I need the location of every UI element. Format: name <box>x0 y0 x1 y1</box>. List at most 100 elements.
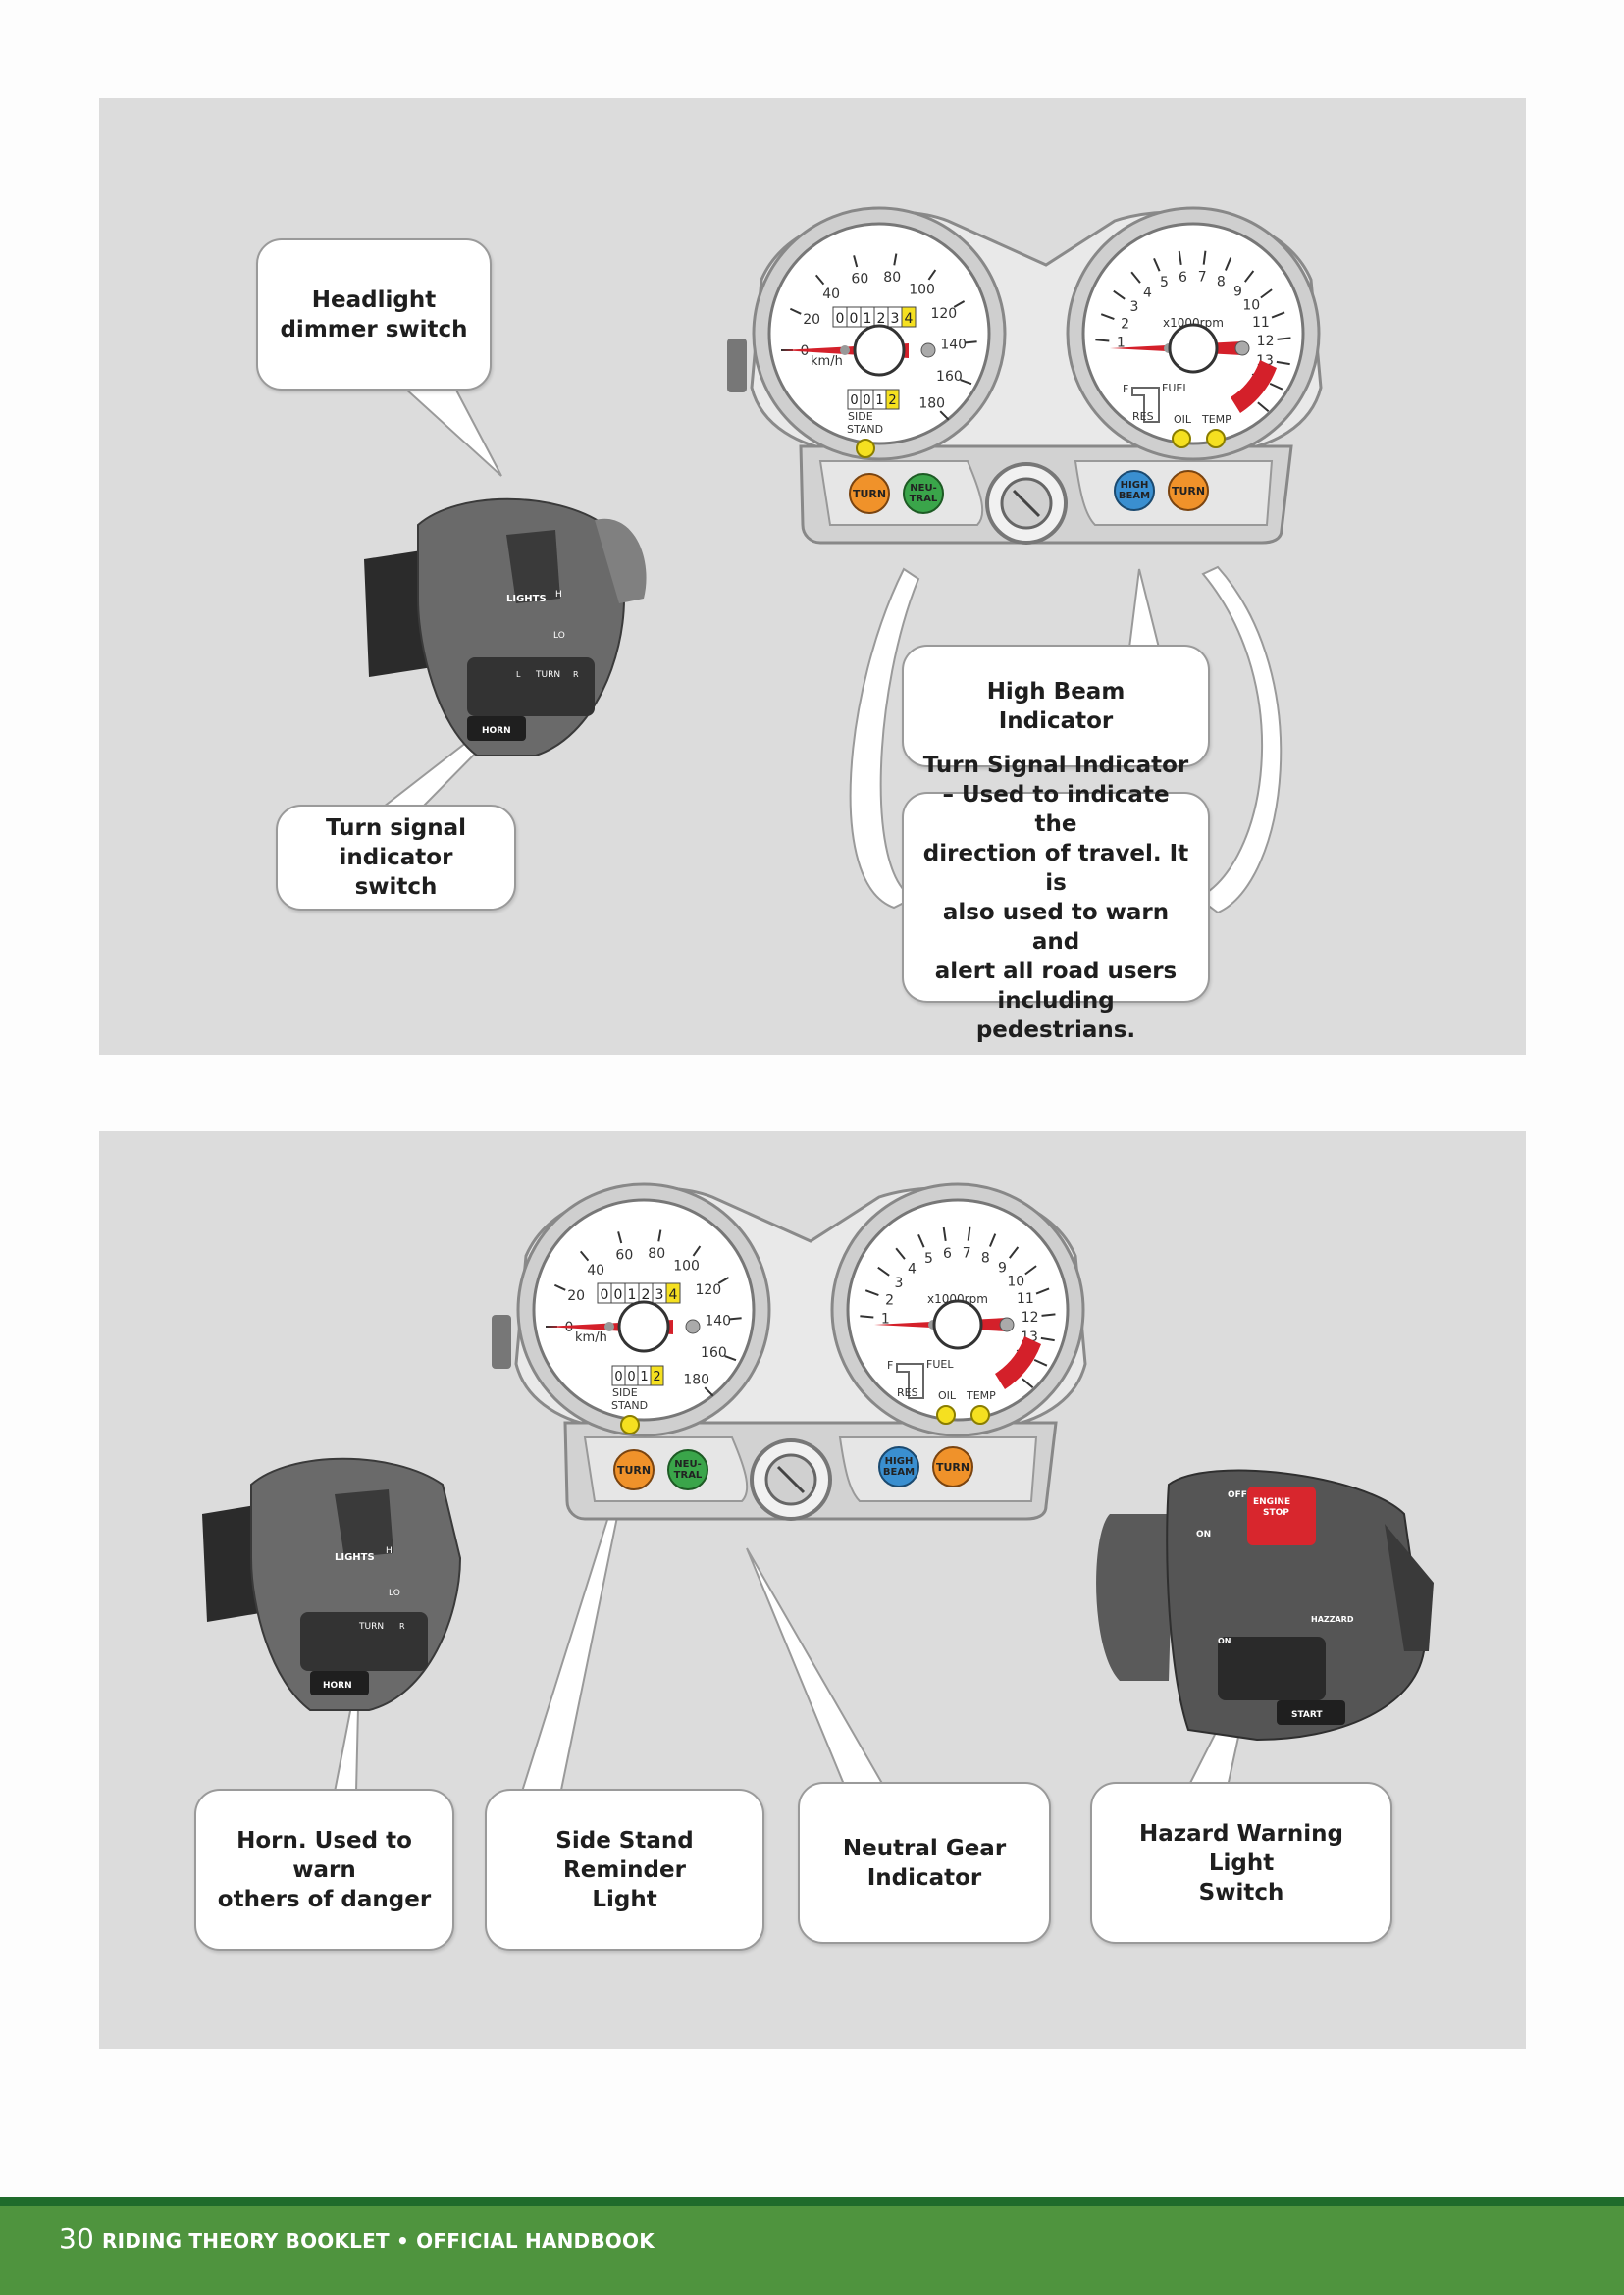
callout-side-stand: Side Stand Reminder Light <box>485 1789 764 1951</box>
speed-tick-label: 140 <box>940 337 967 352</box>
rpm-tick <box>1153 257 1161 272</box>
temp-light <box>970 1405 990 1425</box>
callout-turn-signal-switch: Turn signal indicator switch <box>276 805 516 911</box>
speed-tick-label: 100 <box>909 283 935 298</box>
speed-tick <box>692 1245 702 1257</box>
rpm-tick <box>1095 339 1110 342</box>
high-beam-indicator: HIGH BEAM <box>878 1446 919 1487</box>
h-label-2: H <box>386 1546 393 1556</box>
headlight-pointer <box>391 376 502 477</box>
left-handlebar-switch-2: LIGHTS H LO TURN R HORN <box>202 1457 462 1711</box>
odometer-cell <box>665 1282 681 1304</box>
rpm-tick-label: 1 <box>881 1312 890 1328</box>
speed-tick <box>960 379 972 386</box>
rpm-tick <box>988 1233 997 1247</box>
turn-left-label: TURN <box>853 488 886 500</box>
rpm-tick <box>1269 382 1283 391</box>
callout-high-beam-indicator: High Beam Indicator <box>902 645 1210 767</box>
speed-tick-label: 80 <box>883 270 901 286</box>
speed-tick <box>953 300 966 308</box>
speed-tick <box>657 1229 662 1242</box>
speed-tick <box>927 269 937 281</box>
trip-digit: 1 <box>875 393 883 408</box>
on-label-2: ON <box>1218 1637 1231 1645</box>
rpm-tick <box>1033 1358 1048 1367</box>
callout-turn-signal-indicator: Turn Signal Indicator – Used to indicate… <box>902 753 1210 1043</box>
speed-tick <box>814 274 825 286</box>
rpm-tick-label: 2 <box>885 1292 894 1308</box>
odometer-digit: 0 <box>850 311 859 327</box>
rpm-tick <box>860 1315 874 1319</box>
rpm-tick <box>1224 257 1232 271</box>
on-label: ON <box>1196 1530 1211 1539</box>
res-label: RES <box>897 1386 918 1399</box>
rpm-tick-label: 1 <box>1117 336 1126 351</box>
odometer-digit: 2 <box>642 1287 651 1303</box>
rpm-tick <box>877 1266 890 1277</box>
speed-tick-label: 60 <box>851 272 868 287</box>
panel-top-artwork: LIGHTS H LO L TURN R HORN <box>364 376 1283 914</box>
speed-tick-label: 140 <box>705 1313 731 1329</box>
fuel-f-label: F <box>887 1359 893 1372</box>
side-label: SIDE <box>848 410 873 423</box>
oil-light <box>936 1405 956 1425</box>
stop-label: STOP <box>1263 1508 1289 1518</box>
rpm-tick-label: 9 <box>1233 285 1242 300</box>
rpm-tick-label: 7 <box>963 1246 971 1262</box>
speed-tick-labels: 020406080100120140160180 <box>801 270 968 412</box>
speed-tick <box>553 1283 566 1291</box>
neutral-indicator: NEU- TRAL <box>667 1449 708 1490</box>
speed-tick-label: 80 <box>648 1246 665 1262</box>
rpm-tick <box>1035 1287 1050 1295</box>
trip-cell <box>650 1365 664 1386</box>
rpm-tick-label: 9 <box>998 1261 1007 1277</box>
high-beam-label-2: BEAM <box>1119 491 1150 501</box>
trip-digit: 0 <box>627 1370 635 1384</box>
speed-tick-label: 20 <box>567 1288 585 1304</box>
temp-light <box>1206 429 1226 448</box>
lights-label: LIGHTS <box>506 594 547 604</box>
panel-bottom-artwork: LIGHTS H LO TURN R HORN OFF ENGINE STOP … <box>202 1434 1434 1796</box>
high-beam-indicator: HIGH BEAM <box>1114 470 1155 511</box>
rpm-tick <box>1178 250 1182 266</box>
callout-neutral-gear: Neutral Gear Indicator <box>798 1782 1051 1944</box>
speed-tick <box>617 1231 623 1244</box>
rpm-tick-label: 12 <box>1257 334 1275 349</box>
speed-tick <box>724 1355 737 1362</box>
rpm-tick-label: 6 <box>943 1246 952 1262</box>
turn-switch-label: TURN <box>535 670 560 680</box>
right-handlebar-switch: OFF ENGINE STOP ON HAZZARD ON START <box>1096 1469 1434 1742</box>
side-label: SIDE <box>612 1386 638 1399</box>
odometer-digit: 0 <box>601 1287 609 1303</box>
rpm-tick <box>1271 311 1285 319</box>
temp-label: TEMP <box>966 1389 996 1402</box>
speed-tick <box>965 340 977 344</box>
odometer-digit: 3 <box>891 311 900 327</box>
rpm-tick <box>1113 289 1126 300</box>
speed-tick-label: 160 <box>701 1345 727 1361</box>
off-label: OFF <box>1228 1490 1247 1500</box>
turn-left-pointer <box>849 567 920 910</box>
rpm-tick-marks <box>1095 250 1291 413</box>
page-number: 30 <box>59 2222 95 2255</box>
rpm-tick-label: 8 <box>1217 275 1226 290</box>
rpm-tick-label: 3 <box>1129 299 1138 315</box>
left-handlebar-switch: LIGHTS H LO L TURN R HORN <box>364 497 647 756</box>
callout-horn: Horn. Used to warn others of danger <box>194 1789 454 1951</box>
rpm-tick <box>1277 337 1291 340</box>
trip-digit: 0 <box>850 393 858 408</box>
r-label: R <box>573 670 579 679</box>
neutral-label-1: NEU- <box>910 483 936 494</box>
rpm-tick <box>1022 1378 1034 1389</box>
speed-tick-label: 120 <box>930 306 957 322</box>
trip-digit: 0 <box>614 1370 622 1384</box>
speed-tick-label: 100 <box>673 1259 700 1275</box>
rpm-tick-label: 8 <box>981 1251 990 1267</box>
speed-tick-label: 180 <box>683 1373 709 1388</box>
turn-right-label: TURN <box>1172 485 1205 497</box>
odometer-digit: 1 <box>628 1287 637 1303</box>
